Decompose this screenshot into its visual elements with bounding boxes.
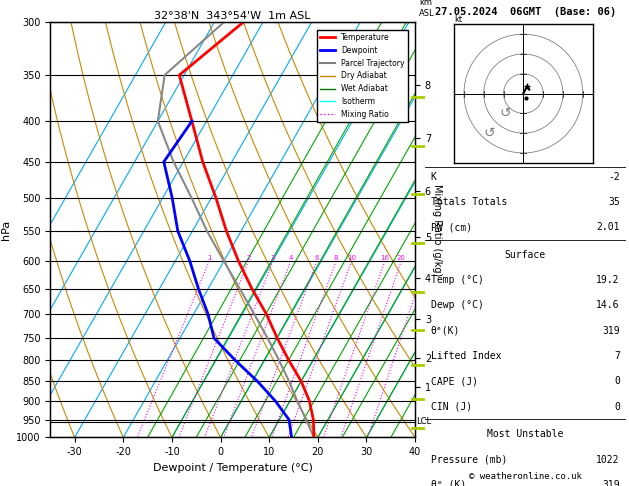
- Y-axis label: Mixing Ratio (g/kg): Mixing Ratio (g/kg): [432, 184, 442, 276]
- Text: 14.6: 14.6: [596, 300, 620, 311]
- Text: 19.2: 19.2: [596, 275, 620, 285]
- Text: km
ASL: km ASL: [419, 0, 435, 17]
- Text: Dewp (°C): Dewp (°C): [431, 300, 484, 311]
- Text: 6: 6: [314, 255, 319, 261]
- Text: 20: 20: [397, 255, 406, 261]
- Text: Surface: Surface: [504, 250, 546, 260]
- Text: ↺: ↺: [484, 126, 496, 140]
- Text: 319: 319: [602, 480, 620, 486]
- Text: 27.05.2024  06GMT  (Base: 06): 27.05.2024 06GMT (Base: 06): [435, 7, 616, 17]
- Text: 319: 319: [602, 326, 620, 336]
- Text: kt: kt: [454, 15, 462, 23]
- Text: 10: 10: [347, 255, 356, 261]
- Text: © weatheronline.co.uk: © weatheronline.co.uk: [469, 472, 582, 481]
- Text: Most Unstable: Most Unstable: [487, 429, 564, 439]
- Text: Pressure (mb): Pressure (mb): [431, 454, 507, 465]
- Text: Lifted Index: Lifted Index: [431, 351, 501, 361]
- Text: 2: 2: [246, 255, 250, 261]
- Text: 35: 35: [608, 197, 620, 207]
- Text: CIN (J): CIN (J): [431, 401, 472, 412]
- Title: 32°38'N  343°54'W  1m ASL: 32°38'N 343°54'W 1m ASL: [155, 11, 311, 21]
- Text: LCL: LCL: [416, 417, 431, 426]
- Text: PW (cm): PW (cm): [431, 222, 472, 232]
- Text: 7: 7: [614, 351, 620, 361]
- Text: ↺: ↺: [499, 106, 511, 121]
- Text: K: K: [431, 172, 437, 182]
- Text: -2: -2: [608, 172, 620, 182]
- Text: CAPE (J): CAPE (J): [431, 376, 477, 386]
- Text: 4: 4: [289, 255, 293, 261]
- Text: 0: 0: [614, 376, 620, 386]
- Text: θᵉ (K): θᵉ (K): [431, 480, 466, 486]
- Text: Temp (°C): Temp (°C): [431, 275, 484, 285]
- Text: 16: 16: [381, 255, 389, 261]
- Text: Totals Totals: Totals Totals: [431, 197, 507, 207]
- Legend: Temperature, Dewpoint, Parcel Trajectory, Dry Adiabat, Wet Adiabat, Isotherm, Mi: Temperature, Dewpoint, Parcel Trajectory…: [316, 30, 408, 122]
- Text: θᵉ(K): θᵉ(K): [431, 326, 460, 336]
- Text: 1022: 1022: [596, 454, 620, 465]
- Text: 2.01: 2.01: [596, 222, 620, 232]
- Text: 0: 0: [614, 401, 620, 412]
- X-axis label: Dewpoint / Temperature (°C): Dewpoint / Temperature (°C): [153, 463, 313, 473]
- Text: 3: 3: [270, 255, 275, 261]
- Text: 1: 1: [207, 255, 211, 261]
- Y-axis label: hPa: hPa: [1, 220, 11, 240]
- Text: 8: 8: [334, 255, 338, 261]
